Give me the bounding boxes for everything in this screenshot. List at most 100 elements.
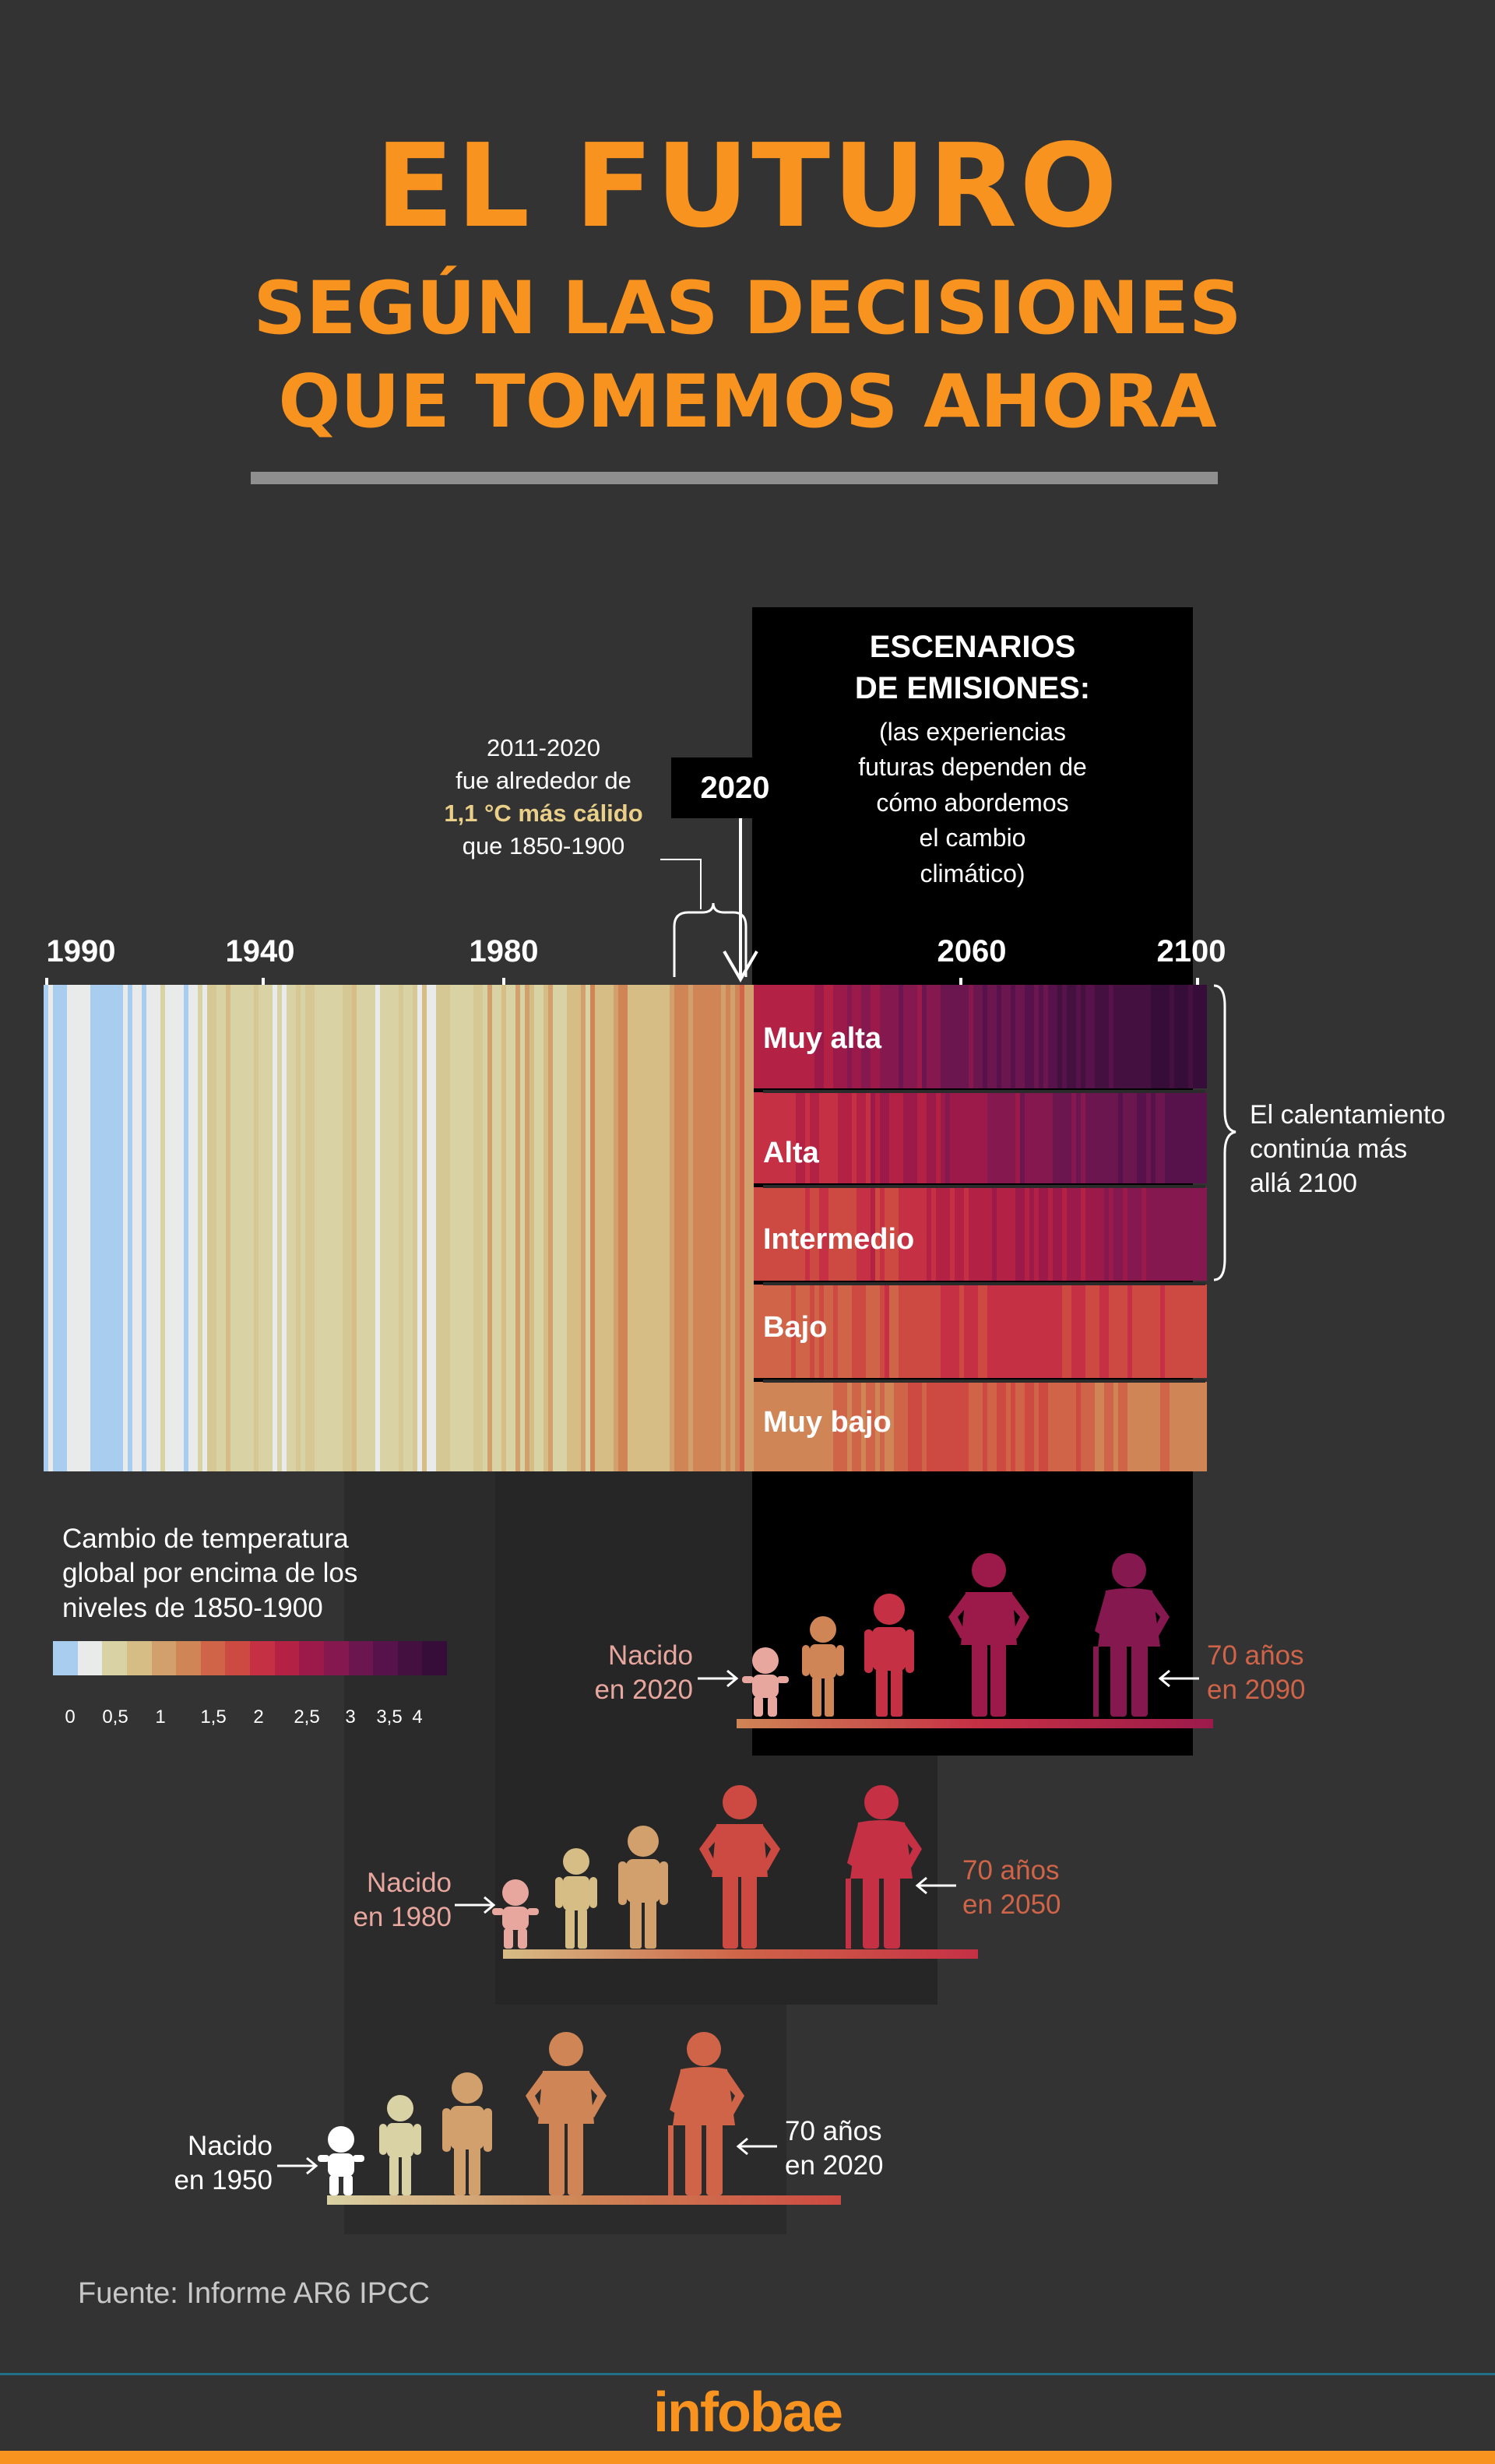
stripe xyxy=(838,1285,842,1378)
stripe xyxy=(357,985,361,1471)
stripe xyxy=(716,985,721,1471)
stripe xyxy=(72,985,76,1471)
stripe xyxy=(987,985,992,1088)
stripe xyxy=(319,985,324,1471)
stripe xyxy=(1053,1285,1057,1378)
stripe xyxy=(1193,1382,1198,1471)
stripe xyxy=(959,1187,964,1281)
stripe xyxy=(983,1285,987,1378)
stripe xyxy=(800,1092,805,1183)
warming-annotation: 2011-2020 fue alrededor de 1,1 °C más cá… xyxy=(427,732,660,862)
stripe xyxy=(160,985,165,1471)
stripe xyxy=(1020,1285,1025,1378)
stripe xyxy=(959,985,964,1088)
old-line: en 2090 xyxy=(1207,1674,1306,1705)
stripe xyxy=(1137,1187,1141,1281)
stripe xyxy=(1113,1382,1118,1471)
stripe xyxy=(777,1382,782,1471)
stripe xyxy=(880,1285,885,1378)
stripe xyxy=(511,985,515,1471)
stripe xyxy=(100,985,104,1471)
stripe xyxy=(534,985,539,1471)
year-marker-2020: 2020 xyxy=(671,757,799,818)
stripe xyxy=(810,1285,814,1378)
stripe xyxy=(543,985,548,1471)
stripe xyxy=(1062,985,1067,1088)
stripe xyxy=(1174,1285,1179,1378)
stripe xyxy=(824,1285,828,1378)
stripe xyxy=(903,985,908,1088)
stripe xyxy=(899,1092,903,1183)
infobae-logo[interactable]: infobae xyxy=(653,2381,843,2444)
stripe xyxy=(1156,1285,1160,1378)
stripe xyxy=(791,985,796,1088)
stripe xyxy=(842,985,847,1088)
stripe xyxy=(548,985,553,1471)
stripe xyxy=(1043,985,1048,1088)
stripe xyxy=(838,1092,842,1183)
stripe xyxy=(156,985,160,1471)
stripe xyxy=(814,1382,819,1471)
stripe xyxy=(1151,1187,1156,1281)
stripe xyxy=(1202,1092,1207,1183)
stripe xyxy=(959,1092,964,1183)
legend-swatch xyxy=(323,1641,349,1675)
stripe xyxy=(1113,1285,1118,1378)
stripe xyxy=(1057,1187,1062,1281)
stripe xyxy=(782,1092,786,1183)
footer-divider xyxy=(0,2373,1495,2375)
stripe xyxy=(1156,985,1160,1088)
stripe xyxy=(758,1285,763,1378)
stripe xyxy=(1025,1382,1029,1471)
stripe xyxy=(1076,1187,1081,1281)
stripe xyxy=(1193,985,1198,1088)
stripe xyxy=(973,1382,978,1471)
stripe xyxy=(763,985,768,1088)
stripe xyxy=(413,985,417,1471)
stripe xyxy=(782,1382,786,1471)
subtitle-line-2: QUE TOMEMOS AHORA xyxy=(278,360,1217,445)
stripe xyxy=(922,1092,927,1183)
stripe xyxy=(702,985,707,1471)
stripe xyxy=(880,1187,885,1281)
stripe xyxy=(1160,1092,1165,1183)
stripe xyxy=(81,985,86,1471)
stripe xyxy=(875,1382,880,1471)
stripe xyxy=(651,985,656,1471)
stripe xyxy=(1090,1285,1095,1378)
stripe xyxy=(819,1187,824,1281)
stripe xyxy=(609,985,614,1471)
stripe xyxy=(277,985,282,1471)
stripe xyxy=(1011,1187,1015,1281)
stripe xyxy=(104,985,109,1471)
legend-tick-label: 2,5 xyxy=(294,1707,320,1728)
scenarios-desc-line: climático) xyxy=(920,859,1025,888)
stripe xyxy=(997,1382,1001,1471)
stripe xyxy=(1001,1092,1006,1183)
stripe xyxy=(282,985,287,1471)
stripe xyxy=(1039,985,1043,1088)
stripe xyxy=(903,1382,908,1471)
stripe xyxy=(1179,1285,1184,1378)
note-line: allá 2100 xyxy=(1250,1169,1358,1199)
stripe xyxy=(1188,985,1193,1088)
stripe xyxy=(838,1187,842,1281)
stripe xyxy=(992,1285,997,1378)
stripe xyxy=(1104,1382,1109,1471)
stripe xyxy=(1011,985,1015,1088)
brace-icon xyxy=(1213,984,1236,1281)
scenarios-desc-line: el cambio xyxy=(919,824,1026,852)
stripe xyxy=(1170,1285,1174,1378)
source-note: Fuente: Informe AR6 IPCC xyxy=(78,2277,430,2310)
stripe xyxy=(1174,1382,1179,1471)
stripe xyxy=(796,985,800,1088)
stripe xyxy=(614,985,618,1471)
stripe xyxy=(1025,1092,1029,1183)
stripe xyxy=(927,1187,931,1281)
stripe xyxy=(1062,1285,1067,1378)
stripe xyxy=(997,1092,1001,1183)
stripe xyxy=(871,1285,875,1378)
stripe xyxy=(1193,1187,1198,1281)
stripe xyxy=(450,985,455,1471)
scenarios-desc-line: (las experiencias xyxy=(878,718,1067,746)
